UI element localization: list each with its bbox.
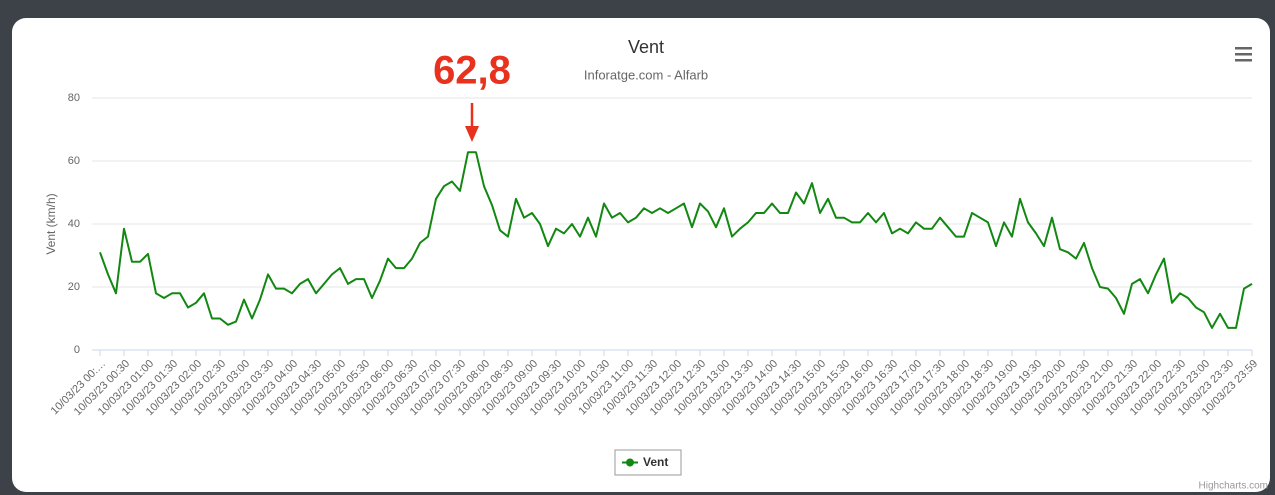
menu-bar <box>1235 47 1252 50</box>
annotation-arrowhead <box>465 126 479 142</box>
y-tick-label: 40 <box>68 218 80 230</box>
menu-bar <box>1235 59 1252 62</box>
menu-button[interactable] <box>1235 47 1252 62</box>
y-tick-label: 60 <box>68 155 80 167</box>
y-axis-label: Vent (km/h) <box>44 193 58 254</box>
menu-bar <box>1235 53 1252 56</box>
y-tick-label: 0 <box>74 344 80 356</box>
card <box>12 18 1270 492</box>
legend-label: Vent <box>643 455 668 469</box>
y-tick-label: 20 <box>68 281 80 293</box>
annotation: 62,8 <box>433 49 511 93</box>
chart-subtitle: Inforatge.com - Alfarb <box>584 67 708 82</box>
credits[interactable]: Highcharts.com <box>1199 481 1268 492</box>
chart-title: Vent <box>628 37 664 57</box>
y-tick-label: 80 <box>68 92 80 104</box>
data-line <box>99 151 1253 329</box>
legend-marker <box>626 458 634 467</box>
